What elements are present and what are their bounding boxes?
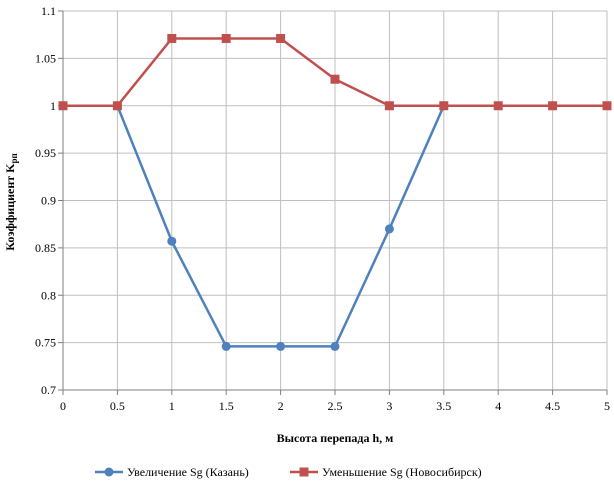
- x-tick-label: 3: [386, 399, 392, 413]
- y-tick-label: 1: [50, 99, 56, 113]
- x-tick-label: 2: [278, 399, 284, 413]
- y-tick-label: 0.95: [35, 146, 56, 160]
- x-tick-label: 5: [604, 399, 610, 413]
- series-2: [58, 33, 612, 111]
- legend-label: Уменьшение Sg (Новосибирск): [322, 465, 482, 479]
- y-tick-label: 1.05: [35, 51, 56, 65]
- legend-marker: [299, 467, 309, 477]
- data-point-square: [167, 33, 177, 43]
- data-point-square: [493, 101, 503, 111]
- data-point-square: [58, 101, 68, 111]
- grid-lines: [63, 10, 608, 390]
- x-tick-label: 0: [60, 399, 66, 413]
- data-point-square: [439, 101, 449, 111]
- legend-label: Увеличение Sg (Казань): [127, 465, 249, 479]
- data-point-square: [276, 33, 286, 43]
- y-axis-title-main: Коэффициент K: [3, 163, 17, 251]
- legend-item-1: Увеличение Sg (Казань): [95, 465, 249, 479]
- x-axis-title: Высота перепада h, м: [277, 431, 394, 445]
- y-tick-label: 0.8: [41, 288, 56, 302]
- y-tick-label: 0.85: [35, 241, 56, 255]
- x-tick-label: 0.5: [110, 399, 125, 413]
- x-tick-labels: 0 0.5 1 1.5 2 2.5 3 3.5 4 4.5 5: [60, 399, 610, 413]
- data-point-circle: [221, 341, 231, 351]
- data-point-square: [221, 33, 231, 43]
- legend: Увеличение Sg (Казань) Уменьшение Sg (Нов…: [95, 465, 482, 479]
- series-1: [112, 101, 449, 351]
- y-tick-label: 0.75: [35, 336, 56, 350]
- data-point-square: [112, 101, 122, 111]
- y-tick-label: 0.7: [41, 383, 56, 397]
- legend-marker: [104, 467, 114, 477]
- series-group: [58, 33, 612, 351]
- axes: [58, 10, 608, 395]
- data-point-circle: [384, 224, 394, 234]
- y-axis-title: Коэффициент Kрп: [3, 153, 19, 250]
- y-tick-label: 1.1: [41, 4, 56, 18]
- x-tick-label: 1.5: [219, 399, 234, 413]
- y-tick-labels: 0.7 0.75 0.8 0.85 0.9 0.95 1 1.05 1.1: [35, 4, 56, 397]
- x-tick-label: 4.5: [545, 399, 560, 413]
- data-point-circle: [167, 236, 177, 246]
- x-tick-label: 1: [169, 399, 175, 413]
- x-tick-label: 4: [495, 399, 501, 413]
- data-point-square: [602, 101, 612, 111]
- data-point-square: [548, 101, 558, 111]
- y-axis-title-subscript: рп: [9, 153, 19, 163]
- x-tick-label: 3.5: [436, 399, 451, 413]
- data-point-circle: [276, 341, 286, 351]
- data-point-square: [330, 74, 340, 84]
- y-tick-label: 0.9: [41, 194, 56, 208]
- data-point-square: [384, 101, 394, 111]
- legend-item-2: Уменьшение Sg (Новосибирск): [290, 465, 482, 479]
- data-point-circle: [330, 341, 340, 351]
- x-tick-label: 2.5: [328, 399, 343, 413]
